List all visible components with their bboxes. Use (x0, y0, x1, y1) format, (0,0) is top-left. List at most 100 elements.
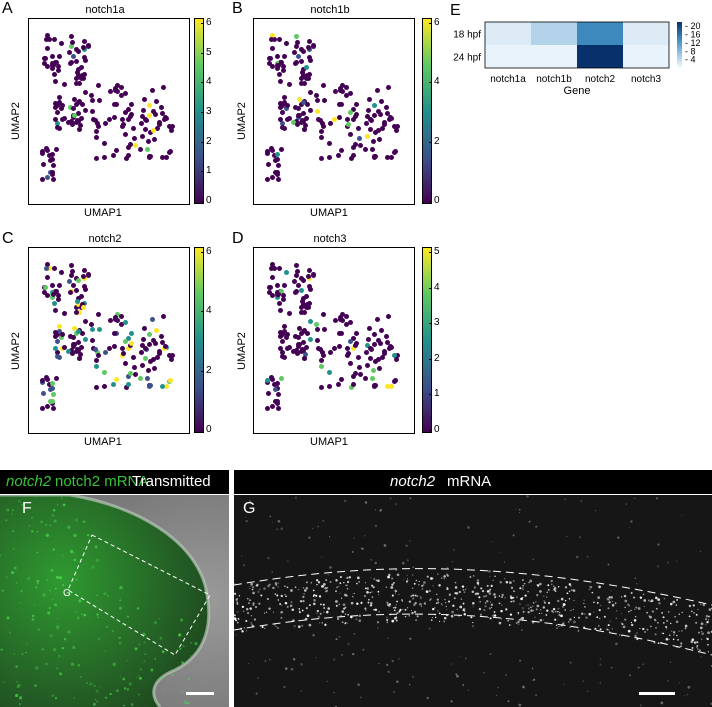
umap-cell-point (70, 283, 76, 289)
umap-cell-point (123, 155, 129, 161)
umap-cell-point (101, 369, 107, 375)
umap-cell-point (321, 97, 327, 103)
umap-cell-point (363, 147, 369, 153)
umap-cell-point (281, 293, 286, 299)
umap-cell-point (145, 138, 151, 144)
umap-cell-point (307, 107, 313, 113)
umap-cell-point (157, 348, 163, 354)
umap-cell-point (300, 119, 306, 125)
microscopy-image-f (0, 495, 229, 707)
umap-cell-point (92, 346, 98, 352)
umap-cell-point (265, 162, 271, 168)
heatmap-colorbar-tick: - 20 (685, 21, 701, 31)
umap-cell-point (294, 118, 300, 124)
umap-cell-point (112, 88, 118, 94)
umap-cell-point (102, 383, 108, 389)
umap-cell-point (77, 80, 83, 86)
umap-cell-point (268, 36, 274, 42)
umap-cell-point (335, 382, 341, 388)
umap-cell-point (140, 108, 146, 114)
umap-cell-point (372, 331, 378, 337)
umap-cell-point (68, 273, 74, 279)
umap-cell-point (300, 73, 306, 79)
umap-cell-point (275, 295, 281, 301)
umap-cell-point (80, 273, 86, 279)
umap-cell-point (127, 142, 133, 148)
umap-cell-point (101, 140, 107, 146)
umap-cell-point (45, 403, 51, 409)
umap-cell-point (282, 282, 288, 288)
x-axis-label: UMAP1 (310, 436, 348, 448)
umap-cell-point (138, 120, 144, 126)
umap-cell-point (300, 67, 306, 73)
umap-cell-point (82, 47, 88, 53)
umap-cell-point (43, 56, 49, 62)
umap-cell-point (119, 345, 125, 351)
umap-cell-point (161, 314, 167, 320)
umap-cell-point (282, 53, 288, 59)
umap-cell-point (59, 269, 65, 275)
umap-cell-point (80, 304, 86, 310)
umap-cell-point (107, 318, 113, 323)
umap-cell-point (294, 33, 300, 39)
umap-cell-point (149, 317, 155, 323)
umap-cell-point (76, 356, 82, 362)
y-axis-label: UMAP2 (236, 332, 248, 370)
umap-cell-point (300, 302, 306, 308)
umap-cell-point (107, 89, 113, 94)
umap-cell-point (267, 290, 273, 296)
umap-cell-point (88, 93, 94, 99)
umap-cell-point (348, 339, 354, 345)
umap-cell-point (377, 341, 383, 347)
panel-g-header: notch2 mRNA (234, 470, 712, 494)
panel-letter-d: D (232, 230, 244, 247)
umap-cell-point (293, 273, 299, 279)
umap-cell-point (90, 97, 96, 103)
umap-cell-point (80, 102, 86, 108)
umap-cell-point (265, 149, 271, 155)
colorbar-tick-label: 4 (201, 76, 212, 88)
umap-cell-point (56, 323, 62, 329)
heatmap-colorbar-tick: - 12 (685, 38, 701, 48)
umap-cell-point (102, 154, 108, 160)
umap-cell-point (365, 337, 371, 343)
umap-cell-point (122, 361, 128, 367)
umap-cell-point (379, 98, 385, 104)
umap-cell-point (275, 391, 281, 397)
umap-cell-point (114, 82, 120, 88)
umap-cell-point (281, 64, 286, 70)
umap-cell-point (284, 269, 290, 275)
umap-cell-point (265, 391, 271, 397)
umap-cell-point (151, 109, 157, 115)
umap-cell-point (85, 43, 91, 49)
x-axis-label: UMAP1 (84, 436, 122, 448)
umap-cell-point (44, 146, 50, 152)
umap-cell-point (279, 124, 285, 130)
umap-cell-point (110, 382, 116, 388)
umap-cell-point (276, 406, 282, 412)
umap-cell-point (351, 382, 357, 388)
umap-cell-point (69, 347, 75, 353)
heatmap-cell (531, 22, 577, 45)
umap-cell-point (54, 350, 60, 356)
umap-cell-point (367, 117, 373, 123)
umap-cell-point (51, 406, 57, 412)
umap-cell-point (131, 136, 137, 142)
umap-cell-point (50, 54, 56, 60)
umap-cell-point (326, 369, 332, 375)
umap-cell-point (163, 154, 169, 160)
umap-cell-point (296, 341, 302, 347)
heatmap-column-label: notch1b (536, 74, 572, 85)
umap-cell-point (387, 344, 393, 350)
umap-cell-point (375, 128, 381, 134)
umap-cell-point (337, 85, 343, 91)
umap-cell-point (385, 111, 391, 117)
umap-cell-point (295, 335, 301, 341)
umap-cell-point (310, 43, 316, 49)
umap-cell-point (369, 376, 375, 382)
umap-cell-point (384, 155, 390, 161)
umap-cell-point (50, 66, 56, 72)
umap-cell-point (133, 372, 139, 378)
umap-cell-point (123, 110, 129, 116)
umap-cell-point (303, 345, 309, 351)
